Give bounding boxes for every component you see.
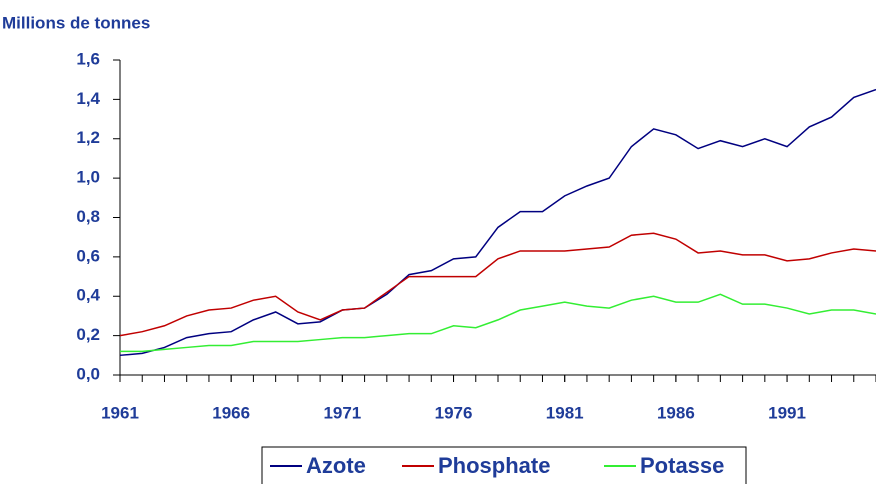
y-tick-label: 1,2 [76, 128, 100, 147]
legend-label: Azote [306, 453, 366, 478]
series-line [120, 293, 876, 353]
y-tick-label: 0,2 [76, 325, 100, 344]
x-tick-label: 1961 [101, 403, 139, 422]
legend-box [261, 446, 747, 484]
x-tick-label: 1971 [323, 403, 361, 422]
y-tick-label: 1,6 [76, 49, 100, 68]
y-tick-label: 0,0 [76, 364, 100, 383]
y-tick-label: 1,0 [76, 168, 100, 187]
y-tick-label: 0,4 [76, 286, 100, 305]
x-tick-label: 1966 [212, 403, 250, 422]
y-tick-label: 1,4 [76, 89, 100, 108]
x-tick-label: 1976 [435, 403, 473, 422]
y-tick-label: 0,6 [76, 246, 100, 265]
series-line [119, 88, 876, 357]
series-line [119, 232, 876, 337]
x-tick-label: 1981 [546, 403, 584, 422]
x-tick-label: 1986 [657, 403, 695, 422]
legend-label: Potasse [640, 453, 724, 478]
chart-title: Millions de tonnes [2, 13, 150, 32]
legend-label: Phosphate [438, 453, 550, 478]
x-tick-label: 1991 [768, 403, 806, 422]
y-tick-label: 0,8 [76, 207, 100, 226]
